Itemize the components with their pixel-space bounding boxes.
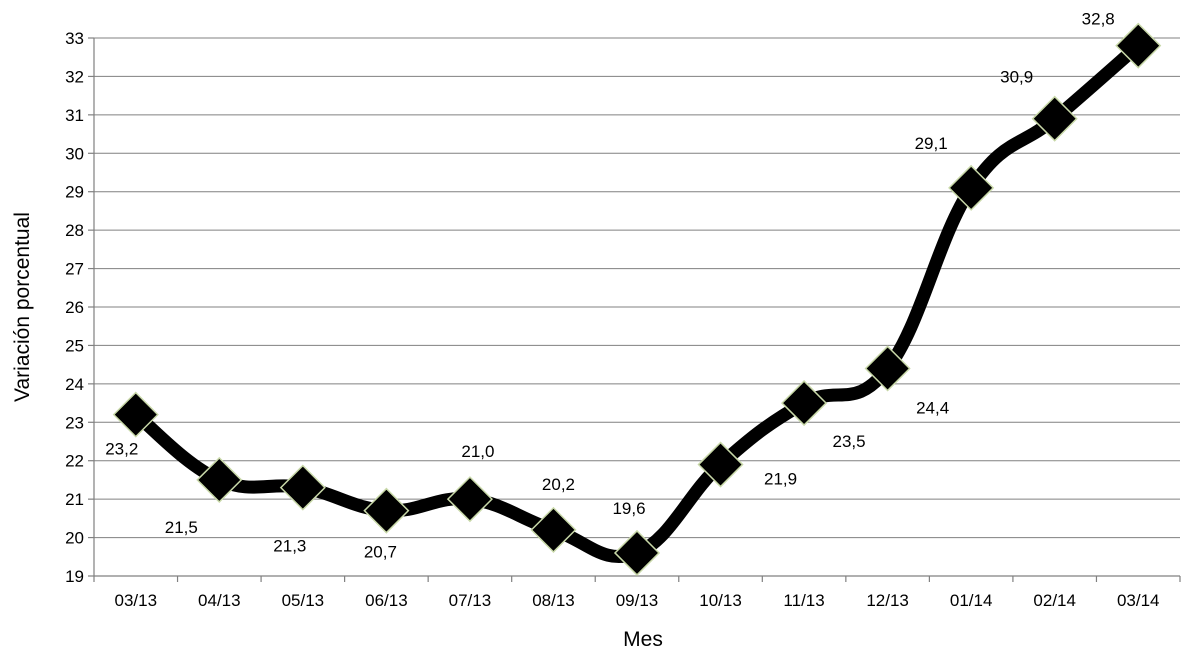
x-tick-label: 05/13 bbox=[282, 591, 325, 610]
data-labels: 23,2 21,5 21,3 20,7 21,0 20,2 19,6 21,9 23,5 24,4… bbox=[105, 10, 1115, 562]
data-point-07/13 bbox=[446, 476, 493, 523]
data-label-02/14: 30,9 bbox=[1000, 68, 1033, 87]
x-tick-label: 06/13 bbox=[365, 591, 408, 610]
series-line bbox=[129, 39, 1145, 564]
data-label-11/13: 23,5 bbox=[833, 432, 866, 451]
y-tick-label: 33 bbox=[65, 29, 84, 48]
y-axis-ticks: 19 20 21 22 23 24 25 26 27 28 29 30 31 32 33 bbox=[65, 29, 94, 586]
y-tick-label: 19 bbox=[65, 567, 84, 586]
gridlines bbox=[94, 37, 1180, 539]
y-tick-label: 31 bbox=[65, 106, 84, 125]
x-axis-title: Mes bbox=[623, 628, 663, 651]
data-point-11/13 bbox=[781, 380, 828, 427]
data-point-03/14 bbox=[1115, 22, 1162, 69]
x-tick-label: 03/14 bbox=[1117, 591, 1160, 610]
data-label-01/14: 29,1 bbox=[915, 134, 948, 153]
data-label-08/13: 20,2 bbox=[542, 475, 575, 494]
x-tick-label: 01/14 bbox=[950, 591, 993, 610]
y-tick-label: 30 bbox=[65, 144, 84, 163]
data-label-05/13: 21,3 bbox=[273, 537, 306, 556]
data-point-12/13 bbox=[864, 345, 911, 392]
y-tick-label: 22 bbox=[65, 452, 84, 471]
data-point-05/13 bbox=[279, 464, 326, 511]
y-tick-label: 21 bbox=[65, 490, 84, 509]
data-label-10/13: 21,9 bbox=[764, 470, 797, 489]
y-tick-label: 32 bbox=[65, 67, 84, 86]
data-label-04/13: 21,5 bbox=[165, 518, 198, 537]
data-point-04/13 bbox=[196, 456, 243, 503]
data-label-06/13: 20,7 bbox=[364, 543, 397, 562]
y-tick-label: 27 bbox=[65, 260, 84, 279]
y-tick-label: 26 bbox=[65, 298, 84, 317]
data-label-12/13: 24,4 bbox=[916, 398, 949, 417]
y-tick-label: 25 bbox=[65, 336, 84, 355]
x-tick-label: 10/13 bbox=[699, 591, 742, 610]
x-tick-label: 12/13 bbox=[866, 591, 909, 610]
x-tick-label: 02/14 bbox=[1033, 591, 1076, 610]
data-label-07/13: 21,0 bbox=[461, 442, 494, 461]
data-point-02/14 bbox=[1031, 95, 1078, 142]
y-tick-label: 23 bbox=[65, 413, 84, 432]
data-label-09/13: 19,6 bbox=[612, 499, 645, 518]
x-tick-label: 11/13 bbox=[783, 591, 824, 610]
x-tick-label: 08/13 bbox=[532, 591, 575, 610]
data-markers bbox=[112, 22, 1162, 577]
y-axis-title: Variación porcentual bbox=[11, 212, 34, 402]
x-tick-label: 03/13 bbox=[114, 591, 157, 610]
data-point-03/13 bbox=[112, 391, 159, 438]
x-tick-label: 04/13 bbox=[198, 591, 241, 610]
data-label-03/13: 23,2 bbox=[105, 440, 138, 459]
y-tick-label: 28 bbox=[65, 221, 84, 240]
y-tick-label: 20 bbox=[65, 529, 84, 548]
x-axis-ticks: 03/13 04/13 05/13 06/13 07/13 08/13 09/13 10/13… bbox=[93, 576, 1181, 610]
data-point-10/13 bbox=[697, 441, 744, 488]
data-point-09/13 bbox=[613, 529, 661, 577]
data-label-03/14: 32,8 bbox=[1082, 10, 1115, 29]
data-point-01/14 bbox=[948, 164, 995, 211]
x-tick-label: 09/13 bbox=[616, 591, 659, 610]
y-tick-label: 24 bbox=[65, 375, 84, 394]
y-tick-label: 29 bbox=[65, 183, 84, 202]
x-tick-label: 07/13 bbox=[449, 591, 492, 610]
data-point-08/13 bbox=[530, 506, 577, 553]
data-point-06/13 bbox=[363, 487, 410, 534]
